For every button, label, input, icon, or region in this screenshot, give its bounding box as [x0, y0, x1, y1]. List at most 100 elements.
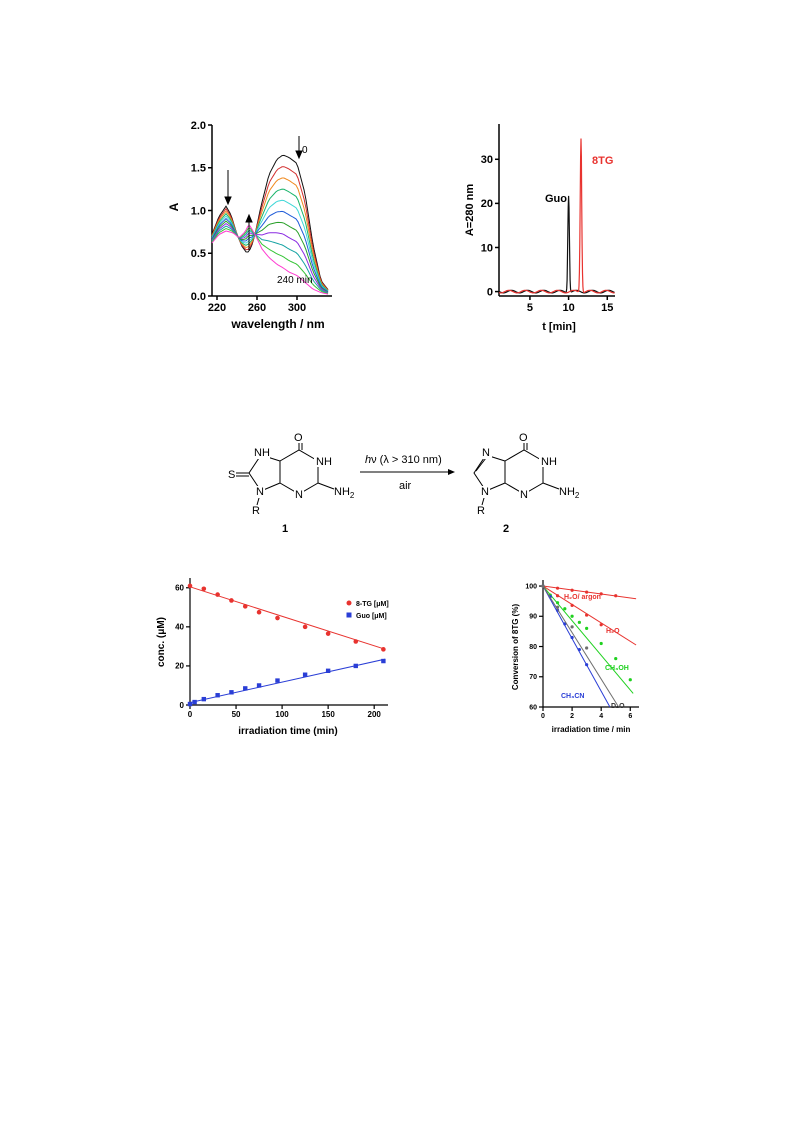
conversion-point-0-1 [555, 586, 560, 590]
atom-o-2: O [519, 432, 528, 444]
kinetics-point-1-10 [353, 663, 358, 669]
conversion-point-4-1 [555, 605, 560, 609]
imidazole-ring-1 [248, 454, 281, 492]
conversion-point-4-3 [585, 646, 589, 650]
nh-bg-2 [539, 455, 557, 467]
hplc-ylabel: A=280 nm [464, 184, 476, 236]
n-bg-1b [294, 489, 304, 501]
hplc-xlabel: t [min] [542, 321, 576, 333]
hplc-trace-guo [498, 195, 615, 294]
atom-nh-2: NH [541, 456, 557, 468]
compound-2-atoms: O N NH N N R NH2 2 [477, 431, 580, 535]
hplc-y-tick-label-0: 0 [487, 286, 493, 298]
kinetics-point-0-4 [242, 604, 248, 609]
spectra-xlabel: wavelength / nm [230, 317, 324, 331]
spectra-y-tick-label-4: 2.0 [191, 120, 206, 132]
compound-1-label: 1 [282, 523, 288, 535]
spectrum-line-8 [211, 225, 329, 294]
kinetics-svg: 0 50 100 150 200 0 20 40 60 conc. (μM) irradiati… [156, 578, 389, 737]
kinetics-point-0-0 [187, 583, 193, 589]
spectra-start-label: 0 [302, 145, 308, 156]
spectrum-line-5 [211, 210, 329, 293]
label-h2o: H₂O [606, 628, 620, 635]
conversion-x-tick-label-1: 2 [570, 713, 574, 720]
compound-1-atoms: O NH NH S N N R NH2 1 [227, 431, 355, 535]
kinetics-point-0-2 [215, 592, 220, 597]
arrowhead-up [245, 213, 253, 223]
atom-nh-1b: NH [316, 456, 332, 468]
spectrum-line-1 [211, 166, 329, 291]
hplc-chart: 5 10 15 0 10 20 30 A=280 nm t [min] Guo 8TG [455, 110, 630, 340]
spectrum-line-9 [211, 227, 329, 295]
spectra-y-tick-label-3: 1.5 [191, 163, 206, 175]
hplc-trace-8tg [498, 138, 615, 294]
atom-n-1b: N [295, 489, 303, 501]
kinetics-chart: 0 50 100 150 200 0 20 40 60 conc. (μM) irradiati… [150, 570, 400, 745]
conversion-point-0-5 [614, 594, 618, 598]
spectra-x-tick-label-0: 220 [208, 302, 226, 314]
atom-nh2-1: NH2 [334, 486, 355, 500]
conversion-point-2-5 [577, 620, 581, 624]
conversion-x-tick-label-3: 6 [628, 713, 632, 720]
spectrum-line-10 [211, 225, 329, 295]
kinetics-point-0-3 [229, 598, 234, 603]
n-bg-2b [480, 486, 490, 498]
spectrum-line-4 [211, 199, 329, 292]
spectra-x-tick-label-2: 300 [288, 302, 306, 314]
conversion-point-4-2 [570, 625, 574, 629]
conversion-point-2-3 [563, 607, 567, 611]
conversion-svg: 0 2 4 6 60 70 80 90 100 Conversion of 8TG (%) ir… [511, 580, 639, 734]
kinetics-point-1-5 [243, 686, 248, 691]
n-bg-1 [255, 486, 265, 498]
conversion-point-2-9 [628, 678, 632, 682]
spectra-x-tick-label-1: 260 [248, 302, 266, 314]
amine-bond-1 [317, 482, 335, 490]
legend-marker-guo [346, 612, 352, 618]
hplc-legend-8tg: 8TG [592, 155, 613, 167]
conversion-point-2-2 [555, 601, 560, 605]
spectrum-line-6 [211, 220, 329, 293]
conversion-point-2-6 [585, 626, 589, 630]
uv-spectra-svg: 220 260 300 0.0 0.5 1.0 1.5 2.0 A wavelength / … [167, 120, 332, 331]
kinetics-axes: 0 50 100 150 200 0 20 40 60 [175, 578, 388, 719]
kinetics-point-0-10 [381, 647, 386, 652]
spectra-y-tick-label-0: 0.0 [191, 291, 206, 303]
atom-r-1: R [252, 505, 260, 517]
reaction-scheme-svg: O NH NH S N N R NH2 1 hν (λ > 310 nm) ai… [227, 431, 580, 535]
spectra-series-group [211, 154, 329, 295]
kinetics-x-tick-label-1: 50 [232, 710, 241, 719]
conversion-point-2-4 [570, 614, 574, 618]
atom-n-2b: N [481, 486, 489, 498]
kinetics-ylabel: conc. (μM) [156, 617, 167, 667]
arrowhead-down-1 [224, 196, 232, 206]
hplc-x-tick-label-2: 15 [601, 302, 613, 314]
legend-label-8tg: 8-TG [μM] [356, 601, 389, 608]
conversion-xlabel: irradiation time / min [552, 725, 631, 734]
conversion-point-2-8 [614, 657, 618, 661]
spectrum-line-2 [211, 177, 329, 291]
kinetics-x-tick-label-2: 100 [275, 710, 289, 719]
legend-marker-8tg [346, 600, 352, 606]
imidazole-ring-2 [473, 454, 506, 492]
compound-1-structure [236, 437, 335, 506]
kinetics-point-1-6 [256, 683, 262, 688]
spectra-arrows [224, 136, 303, 250]
hplc-svg: 5 10 15 0 10 20 30 A=280 nm t [min] Guo 8TG [464, 124, 615, 333]
spectra-y-tick-label-1: 0.5 [191, 248, 206, 260]
arrowhead-down-2 [295, 150, 303, 160]
atom-s-1: S [228, 469, 235, 481]
imine-double-bond-2 [475, 457, 487, 472]
kinetics-fit-1 [189, 658, 386, 704]
kinetics-x-tick-label-0: 0 [188, 710, 193, 719]
conversion-y-tick-label-1: 70 [529, 674, 537, 681]
kinetics-point-1-7 [275, 678, 280, 683]
o-bg-2 [519, 431, 530, 443]
kinetics-fit-0 [189, 586, 386, 650]
compound-2-label: 2 [503, 523, 509, 535]
label-ch3oh: CH₃OH [605, 665, 629, 672]
conversion-fit-3 [542, 585, 611, 708]
conversion-point-1-1 [555, 594, 560, 598]
conversion-y-tick-label-2: 80 [529, 644, 537, 651]
kinetics-point-1-0 [187, 701, 193, 707]
label-d2o: D₂O [611, 703, 625, 710]
